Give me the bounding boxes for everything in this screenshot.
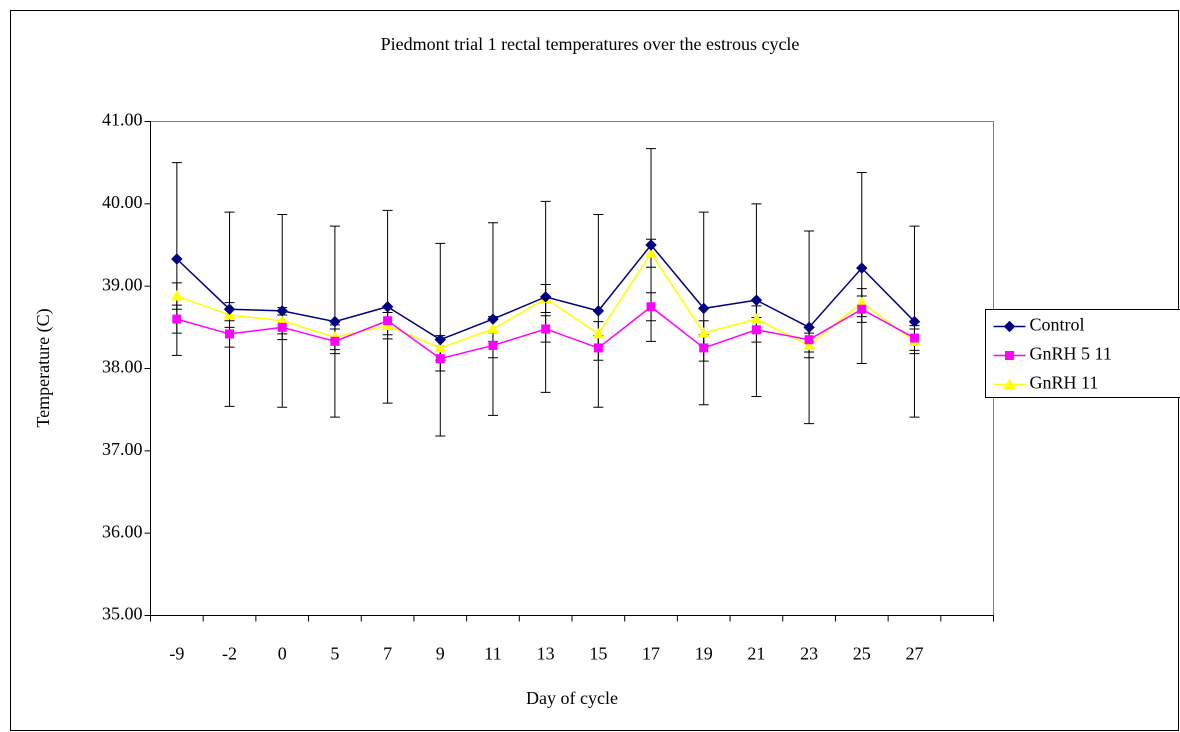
x-tick-label: 23 <box>800 644 818 664</box>
plot-area <box>150 121 994 616</box>
data-point <box>329 315 341 328</box>
x-tick-label: 7 <box>383 644 392 664</box>
data-point <box>381 301 394 313</box>
legend-label: GnRH 11 <box>1030 373 1099 393</box>
y-tick-label: 39.00 <box>102 274 143 294</box>
data-point <box>751 325 761 335</box>
x-tick-label: 15 <box>589 644 607 664</box>
y-tick-label: 36.00 <box>102 521 143 541</box>
data-point <box>225 329 235 339</box>
data-point <box>592 305 605 317</box>
data-point <box>592 327 605 339</box>
y-tick-label: 41.00 <box>102 110 143 130</box>
y-tick-label: 38.00 <box>102 357 143 377</box>
data-point <box>277 322 287 332</box>
data-point <box>698 302 710 315</box>
data-point <box>435 354 445 364</box>
x-tick-label: -2 <box>222 644 237 664</box>
data-point <box>909 333 919 343</box>
data-point <box>541 324 551 334</box>
x-tick-label: 17 <box>642 644 660 664</box>
x-tick-label: 13 <box>537 644 555 664</box>
x-tick-label: 19 <box>695 644 713 664</box>
y-tick-label: 40.00 <box>102 192 143 212</box>
data-point <box>223 303 236 315</box>
legend-marker <box>1003 320 1016 333</box>
data-point <box>383 316 393 326</box>
data-point <box>697 327 710 338</box>
x-tick-label: 25 <box>853 644 871 664</box>
data-point <box>908 315 921 328</box>
data-point <box>645 247 657 258</box>
legend-label: GnRH 5 11 <box>1030 344 1112 364</box>
data-point <box>171 253 183 265</box>
x-tick-label: 27 <box>905 644 923 664</box>
x-tick-label: 9 <box>436 644 445 664</box>
data-point <box>488 340 498 350</box>
data-point <box>276 305 288 317</box>
y-tick-label: 35.00 <box>102 604 143 624</box>
data-point <box>803 321 815 334</box>
data-point <box>645 239 657 251</box>
data-point <box>646 302 656 312</box>
data-point <box>330 336 340 346</box>
data-point <box>699 343 709 353</box>
legend-label: Control <box>1030 315 1085 335</box>
data-point <box>750 294 763 306</box>
data-point <box>593 343 603 353</box>
data-point <box>803 339 815 350</box>
legend-marker <box>1005 351 1014 360</box>
data-point <box>857 304 867 314</box>
legend-marker <box>1003 378 1016 389</box>
x-tick-label: 21 <box>747 644 765 664</box>
data-point <box>487 313 499 325</box>
data-point <box>804 335 814 345</box>
x-axis-label: Day of cycle <box>526 688 618 708</box>
data-point <box>487 322 499 334</box>
y-axis-label: Temperature (C) <box>33 308 54 427</box>
data-point <box>434 333 446 346</box>
data-point <box>750 313 763 324</box>
data-point <box>856 262 868 274</box>
chart-title: Piedmont trial 1 rectal temperatures ove… <box>381 34 800 54</box>
data-point <box>172 314 182 324</box>
x-tick-label: 5 <box>330 644 339 664</box>
x-tick-label: 0 <box>278 644 287 664</box>
x-tick-label: 11 <box>484 644 501 664</box>
legend-box <box>985 309 1180 398</box>
x-tick-label: -9 <box>169 644 184 664</box>
data-point <box>170 290 183 301</box>
y-tick-label: 37.00 <box>102 439 143 459</box>
data-point <box>539 291 552 303</box>
data-point <box>434 341 447 353</box>
